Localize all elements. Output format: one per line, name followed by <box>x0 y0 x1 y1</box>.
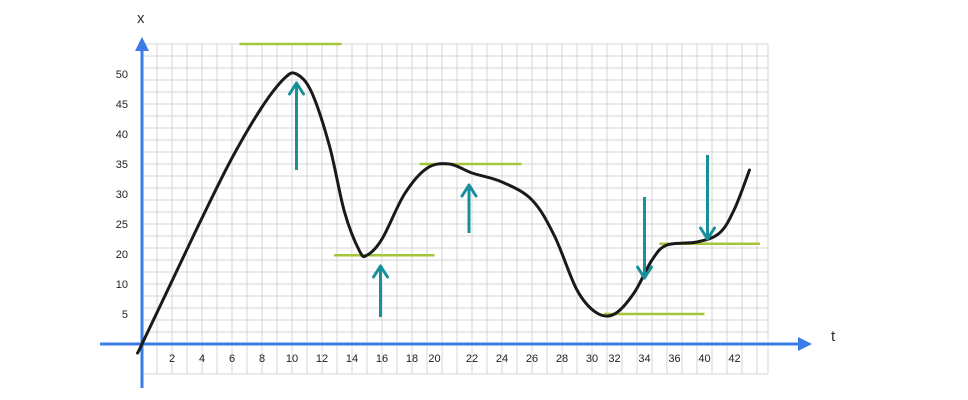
x-tick-label: 22 <box>466 353 478 365</box>
grid <box>142 44 768 374</box>
x-tick-label: 30 <box>586 353 598 365</box>
x-tick-label: 26 <box>526 353 538 365</box>
x-axis-arrowhead <box>798 337 812 351</box>
x-tick-label: 24 <box>496 353 508 365</box>
x-tick-label: 20 <box>428 353 440 365</box>
y-tick-label: 40 <box>116 129 128 141</box>
y-axis-title: x <box>137 10 145 27</box>
x-tick-label: 2 <box>169 353 175 365</box>
x-tick-label: 34 <box>638 353 650 365</box>
x-tick-labels: 2 4 6 8 10 12 14 16 18 20 22 24 26 28 30 32 34 36 40 42 <box>169 353 741 365</box>
x-tick-label: 10 <box>286 353 298 365</box>
x-tick-label: 42 <box>728 353 740 365</box>
curve-group <box>138 73 750 353</box>
y-tick-label: 50 <box>116 69 128 81</box>
x-tick-label: 14 <box>346 353 358 365</box>
x-tick-label: 18 <box>406 353 418 365</box>
x-tick-label: 16 <box>376 353 388 365</box>
y-tick-label: 30 <box>116 189 128 201</box>
x-tick-label: 12 <box>316 353 328 365</box>
data-curve <box>138 73 750 353</box>
x-tick-label: 6 <box>229 353 235 365</box>
x-tick-label: 32 <box>608 353 620 365</box>
x-tick-label: 36 <box>668 353 680 365</box>
y-tick-label: 5 <box>122 309 128 321</box>
y-tick-label: 10 <box>116 279 128 291</box>
x-tick-label: 40 <box>698 353 710 365</box>
x-axis-title: t <box>831 328 836 345</box>
y-tick-label: 25 <box>116 219 128 231</box>
x-tick-label: 4 <box>199 353 205 365</box>
y-tick-label: 45 <box>116 99 128 111</box>
y-tick-label: 35 <box>116 159 128 171</box>
y-tick-label: 20 <box>116 249 128 261</box>
x-tick-label: 28 <box>556 353 568 365</box>
x-tick-label: 8 <box>259 353 265 365</box>
y-tick-labels: 5 10 20 25 30 35 40 45 50 <box>116 69 128 321</box>
